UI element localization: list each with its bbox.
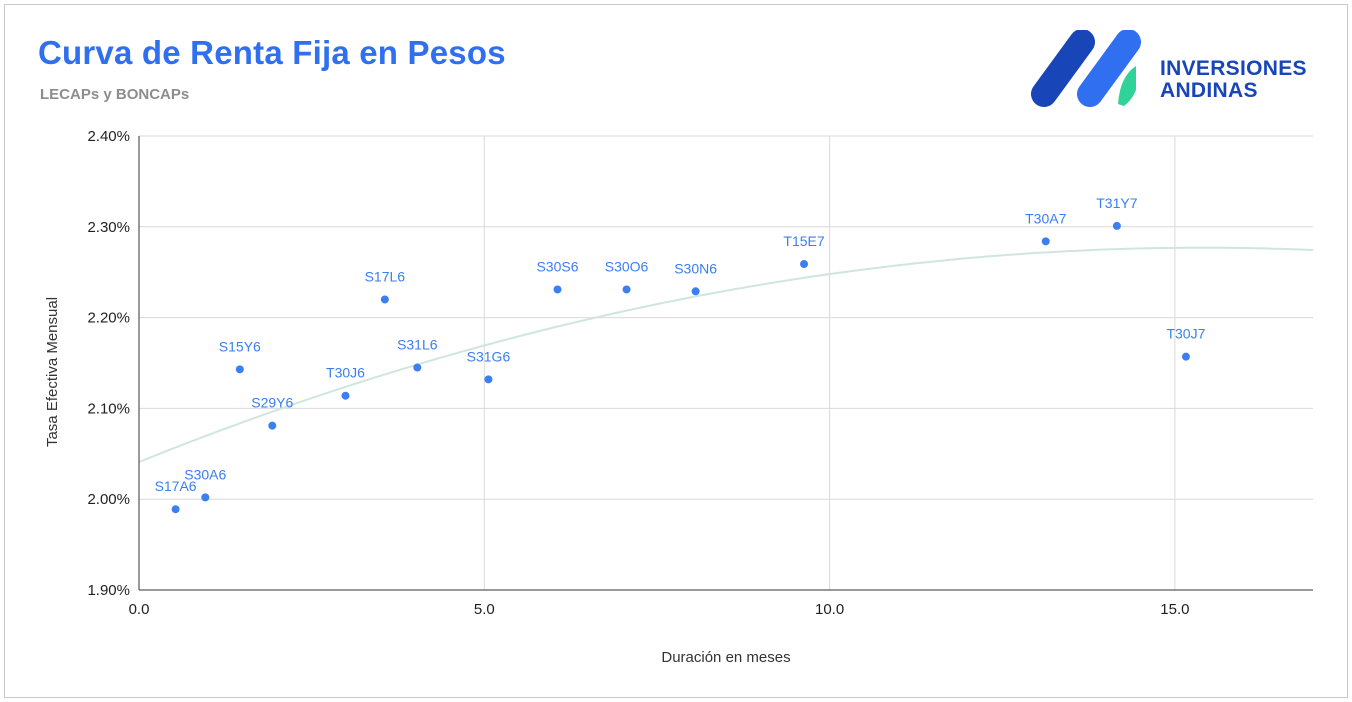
- chart-frame: [4, 4, 1348, 698]
- data-point-s31l6: [413, 363, 422, 372]
- point-label-t31y7: T31Y7: [1096, 195, 1137, 211]
- data-point-s30s6: [553, 285, 562, 294]
- point-label-s17a6: S17A6: [155, 478, 197, 494]
- y-tick-label: 2.20%: [87, 310, 130, 327]
- brand-logo-icon: [1031, 30, 1141, 107]
- point-label-s29y6: S29Y6: [251, 395, 293, 411]
- brand-logo-text: INVERSIONES ANDINAS: [1160, 58, 1307, 102]
- point-label-t15e7: T15E7: [783, 233, 824, 249]
- point-label-s15y6: S15Y6: [219, 338, 261, 354]
- x-tick-label: 5.0: [474, 601, 495, 618]
- x-tick-label: 0.0: [129, 601, 150, 618]
- point-label-s31l6: S31L6: [397, 337, 438, 353]
- brand-name-line1: INVERSIONES: [1160, 57, 1307, 80]
- data-point-t15e7: [800, 260, 809, 269]
- data-point-s17l6: [380, 295, 389, 304]
- point-label-t30j6: T30J6: [326, 365, 365, 381]
- data-point-s29y6: [268, 421, 277, 430]
- point-label-s17l6: S17L6: [365, 268, 406, 284]
- brand-name-line2: ANDINAS: [1160, 79, 1258, 102]
- data-point-s30o6: [622, 285, 631, 294]
- y-tick-label: 2.00%: [87, 491, 130, 508]
- chart-subtitle: LECAPs y BONCAPs: [40, 86, 190, 103]
- point-label-s31g6: S31G6: [467, 348, 511, 364]
- axes: 1.90% 2.00% 2.10% 2.20% 2.30% 2.40% 0.0 5.0 10.0…: [87, 128, 1313, 618]
- point-label-s30s6: S30S6: [536, 258, 578, 274]
- x-tick-label: 10.0: [815, 601, 844, 618]
- point-label-s30a6: S30A6: [184, 466, 226, 482]
- data-point-s30a6: [201, 493, 210, 502]
- trendline: [138, 246, 1314, 463]
- y-tick-label: 1.90%: [87, 582, 130, 599]
- y-tick-label: 2.40%: [87, 128, 130, 145]
- data-point-s30n6: [691, 287, 700, 296]
- data-point-s17a6: [171, 505, 180, 514]
- y-tick-label: 2.30%: [87, 219, 130, 236]
- trendline-path: [138, 246, 1314, 463]
- x-axis-title: Duración en meses: [661, 649, 790, 666]
- x-tick-label: 15.0: [1160, 601, 1189, 618]
- point-label-t30a7: T30A7: [1025, 210, 1066, 226]
- data-points: [171, 221, 1190, 514]
- point-label-s30o6: S30O6: [605, 258, 649, 274]
- y-axis-title: Tasa Efectiva Mensual: [44, 297, 61, 447]
- point-label-t30j7: T30J7: [1166, 326, 1205, 342]
- y-tick-label: 2.10%: [87, 400, 130, 417]
- data-point-t30j6: [341, 391, 350, 400]
- data-point-t31y7: [1112, 221, 1121, 230]
- point-label-s30n6: S30N6: [674, 260, 717, 276]
- data-point-t30j7: [1181, 352, 1190, 361]
- data-point-s31g6: [484, 375, 493, 384]
- data-point-t30a7: [1041, 237, 1050, 246]
- chart-title: Curva de Renta Fija en Pesos: [38, 34, 506, 71]
- data-point-s15y6: [235, 365, 244, 374]
